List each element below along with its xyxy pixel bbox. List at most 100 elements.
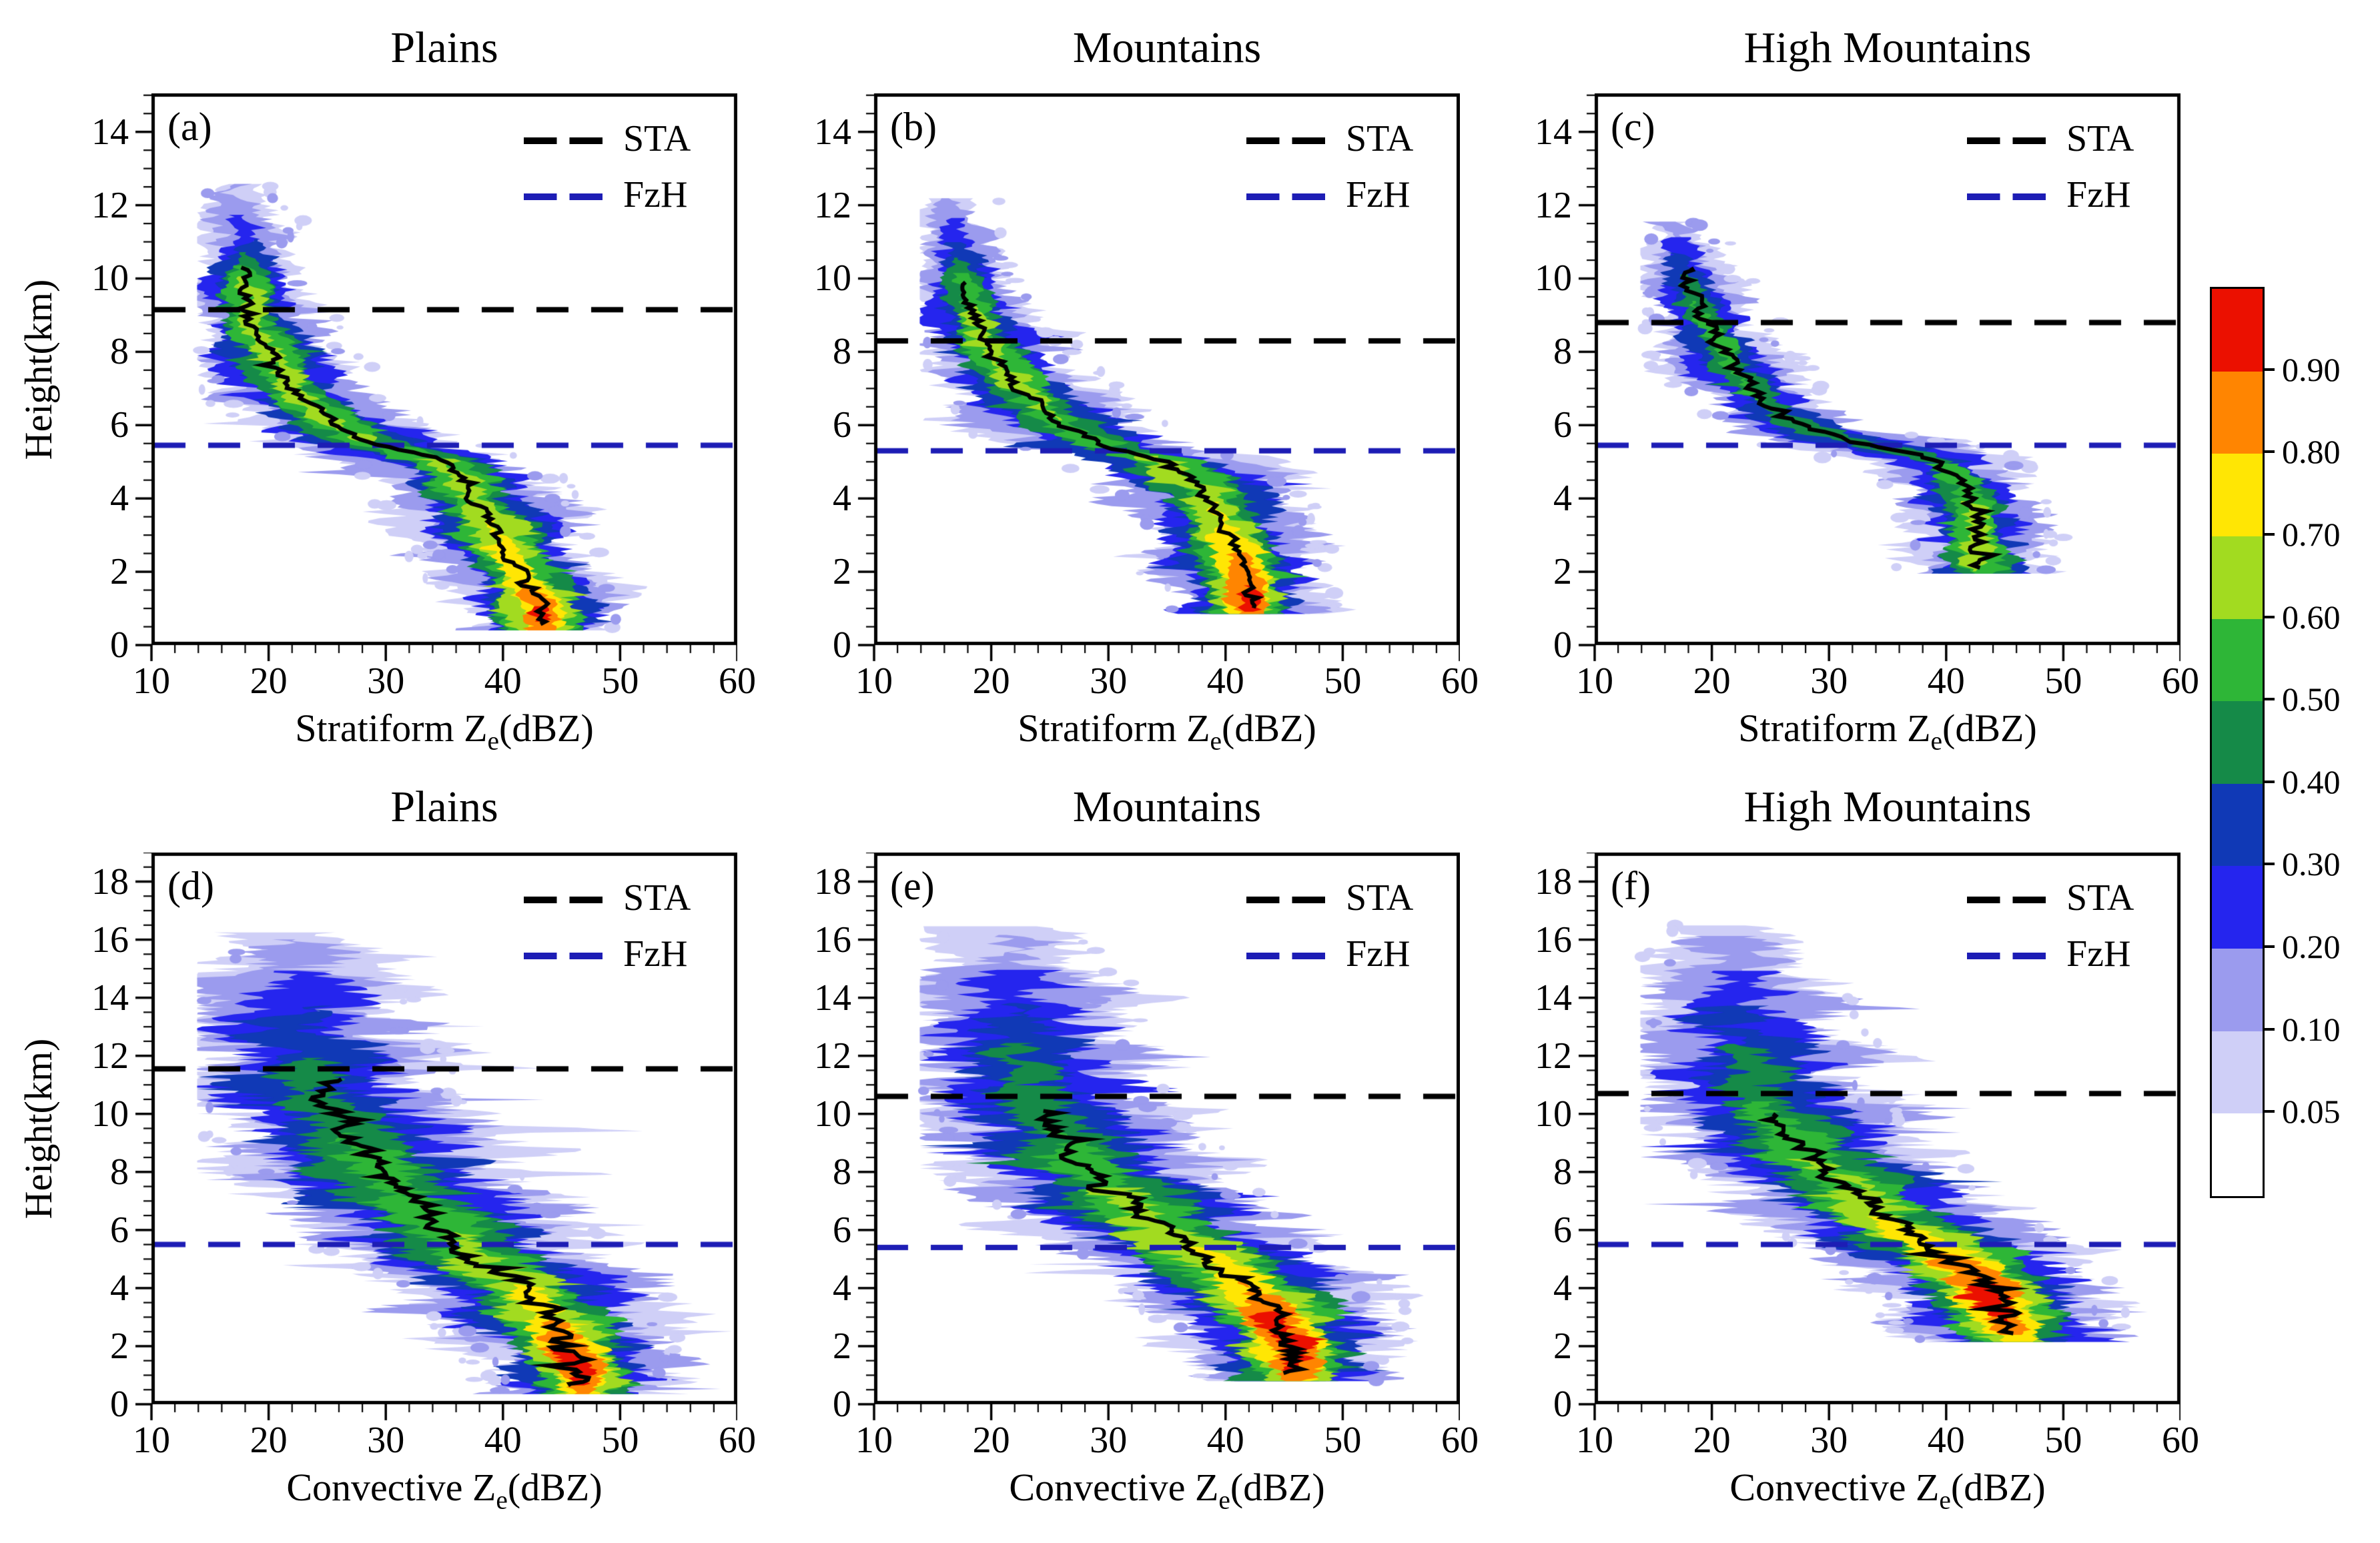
y-tick-label: 6 (1553, 404, 1572, 446)
y-tick-label: 16 (814, 919, 851, 961)
sta-legend-label: STA (623, 877, 691, 919)
fzh-legend-dash-swatch (1246, 193, 1325, 200)
colorbar-band (2212, 371, 2263, 454)
x-axis-label-prefix: Stratiform Z (1018, 706, 1210, 750)
y-axis-label: Height(km) (17, 1038, 60, 1219)
fzh-legend-dash-swatch (1967, 193, 2046, 200)
y-tick-label: 4 (110, 478, 129, 520)
x-tick-label: 20 (1693, 660, 1731, 702)
y-tick-label: 2 (1553, 1325, 1572, 1367)
x-axis-label-prefix: Stratiform Z (1738, 706, 1931, 750)
y-tick-label: 6 (1553, 1209, 1572, 1251)
x-tick-label: 60 (1441, 1420, 1479, 1461)
colorbar-tick-label: 0.40 (2282, 763, 2341, 801)
x-axis-label-subscript: e (1930, 726, 1943, 756)
y-tick-label: 0 (110, 624, 129, 666)
x-axis-label-suffix: (dBZ) (1230, 1466, 1325, 1509)
y-tick-label: 14 (814, 111, 851, 153)
y-tick-label: 12 (814, 184, 851, 226)
y-tick-label: 8 (1553, 331, 1572, 373)
x-tick-label: 10 (133, 1420, 170, 1461)
x-axis-label-suffix: (dBZ) (499, 706, 594, 750)
colorbar-tick (2263, 781, 2275, 783)
cfad-plot-canvas-a (129, 93, 737, 668)
x-axis-label-prefix: Stratiform Z (295, 706, 488, 750)
x-axis-label: Stratiform Ze(dBZ) (244, 706, 645, 756)
y-tick-label: 10 (814, 258, 851, 300)
panel-letter: (c) (1611, 105, 1655, 149)
colorbar-tick (2263, 450, 2275, 453)
x-axis-label-prefix: Convective Z (1729, 1466, 1940, 1509)
fzh-legend-label: FzH (1346, 174, 1411, 215)
y-tick-label: 0 (110, 1384, 129, 1425)
y-tick-label: 0 (1553, 1384, 1572, 1425)
x-axis-label: Convective Ze(dBZ) (967, 1465, 1367, 1515)
y-tick-label: 10 (1535, 1093, 1572, 1135)
y-tick-label: 2 (110, 1325, 129, 1367)
colorbar-tick (2263, 945, 2275, 948)
sta-legend-dash-swatch (1246, 137, 1325, 144)
fzh-legend-dash-swatch (524, 193, 603, 200)
x-tick-label: 10 (133, 660, 170, 702)
sta-legend-label: STA (1346, 118, 1414, 159)
x-tick-label: 60 (2162, 660, 2199, 702)
sta-legend-label: STA (1346, 877, 1414, 919)
colorbar-tick (2263, 1110, 2275, 1113)
y-tick-label: 4 (1553, 478, 1572, 520)
colorbar-tick-label: 0.60 (2282, 598, 2341, 636)
x-tick-label: 50 (2044, 1420, 2082, 1461)
colorbar-band (2212, 1031, 2263, 1114)
x-axis-label-suffix: (dBZ) (507, 1466, 603, 1509)
x-tick-label: 50 (601, 1420, 639, 1461)
sta-legend-label: STA (2066, 118, 2134, 159)
panel-title: Mountains (1072, 23, 1262, 72)
cfad-plot-canvas-d (129, 853, 737, 1427)
x-tick-label: 20 (250, 660, 288, 702)
panel-letter: (f) (1611, 864, 1651, 908)
x-tick-label: 60 (719, 1420, 756, 1461)
y-tick-label: 2 (110, 551, 129, 593)
colorbar-tick-label: 0.80 (2282, 433, 2341, 470)
x-tick-label: 50 (2044, 660, 2082, 702)
x-axis-label: Stratiform Ze(dBZ) (1687, 706, 2088, 756)
x-tick-label: 30 (1090, 1420, 1128, 1461)
y-tick-label: 8 (110, 331, 129, 373)
y-tick-label: 0 (833, 1384, 851, 1425)
y-tick-label: 8 (833, 1151, 851, 1193)
x-tick-label: 30 (1810, 660, 1848, 702)
panel-title: Mountains (1072, 783, 1262, 831)
y-tick-label: 14 (1535, 111, 1572, 153)
x-tick-label: 20 (250, 1420, 288, 1461)
x-tick-label: 40 (484, 1420, 522, 1461)
cfad-plot-canvas-f (1572, 853, 2180, 1427)
panel-title: High Mountains (1743, 23, 2032, 72)
y-tick-label: 2 (833, 551, 851, 593)
y-tick-label: 4 (1553, 1267, 1572, 1309)
y-tick-label: 8 (110, 1151, 129, 1193)
colorbar-tick-label: 0.90 (2282, 351, 2341, 388)
cfad-plot-canvas-e (851, 853, 1460, 1427)
x-tick-label: 40 (1206, 1420, 1244, 1461)
x-axis-label-subscript: e (496, 1485, 508, 1515)
colorbar-tick-label: 0.30 (2282, 845, 2341, 883)
y-tick-label: 10 (91, 258, 129, 300)
x-axis-label-subscript: e (1218, 1485, 1230, 1515)
x-tick-label: 20 (972, 660, 1010, 702)
x-tick-label: 10 (855, 1420, 893, 1461)
y-tick-label: 12 (814, 1035, 851, 1077)
colorbar-band (2212, 701, 2263, 784)
colorbar-tick (2263, 616, 2275, 618)
x-tick-label: 40 (1927, 660, 1965, 702)
colorbar (2210, 287, 2265, 1198)
x-axis-label-suffix: (dBZ) (1950, 1466, 2046, 1509)
x-tick-label: 50 (601, 660, 639, 702)
colorbar-band (2212, 949, 2263, 1031)
cfad-plot-canvas-c (1572, 93, 2180, 668)
panel-letter: (d) (167, 864, 214, 908)
x-axis-label-prefix: Convective Z (286, 1466, 496, 1509)
colorbar-tick-label: 0.10 (2282, 1011, 2341, 1048)
x-tick-label: 10 (1576, 660, 1613, 702)
colorbar-band (2212, 289, 2263, 372)
panel-letter: (b) (890, 105, 937, 149)
y-tick-label: 10 (91, 1093, 129, 1135)
